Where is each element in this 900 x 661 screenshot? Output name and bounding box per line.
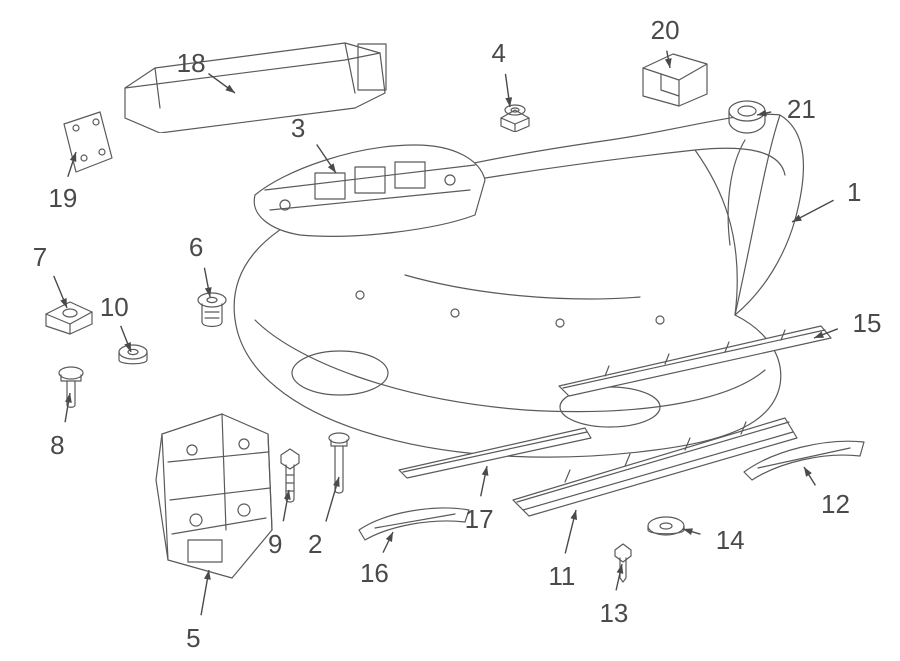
callout-6: 6: [189, 232, 203, 263]
callout-9: 9: [268, 529, 282, 560]
cap-plug: [115, 342, 151, 370]
bolt: [325, 430, 353, 496]
bolt-flange: [55, 365, 87, 409]
spacer-ring: [725, 95, 769, 135]
reflector-left: [355, 500, 475, 542]
callout-10: 10: [100, 292, 129, 323]
callout-8: 8: [50, 430, 64, 461]
washer: [645, 515, 687, 539]
retainer-clip: [40, 296, 98, 336]
bolt-hex: [275, 445, 305, 505]
callout-5: 5: [186, 623, 200, 654]
callout-19: 19: [48, 183, 77, 214]
callout-17: 17: [465, 504, 494, 535]
callout-13: 13: [599, 598, 628, 629]
energy-absorber-upper: [245, 135, 495, 245]
side-molding-right: [555, 320, 835, 400]
nut-clip: [495, 98, 535, 132]
callout-21: 21: [787, 94, 816, 125]
callout-7: 7: [33, 242, 47, 273]
screw: [610, 540, 636, 584]
callout-1: 1: [847, 177, 861, 208]
impact-bar: [120, 38, 410, 133]
callout-15: 15: [852, 308, 881, 339]
callout-3: 3: [291, 113, 305, 144]
callout-11: 11: [548, 561, 575, 592]
grommet: [192, 290, 232, 334]
callout-14: 14: [716, 525, 745, 556]
callout-18: 18: [177, 48, 206, 79]
side-support-bracket: [148, 410, 278, 585]
bracket-block: [635, 48, 715, 108]
mount-plate: [60, 110, 115, 175]
callout-16: 16: [360, 558, 389, 589]
callout-12: 12: [821, 489, 850, 520]
callout-20: 20: [651, 15, 680, 46]
callout-2: 2: [308, 529, 322, 560]
reflector-right: [740, 432, 870, 482]
callout-4: 4: [491, 38, 505, 69]
diagram-canvas: 123456789101112131415161718192021: [0, 0, 900, 661]
